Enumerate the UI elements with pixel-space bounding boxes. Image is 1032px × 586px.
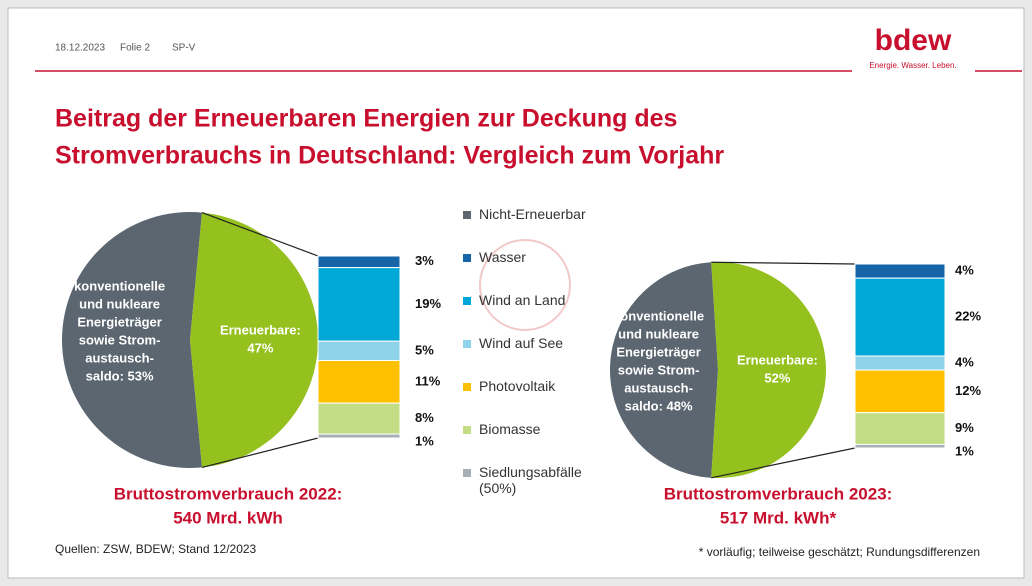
bar-segment (317, 267, 401, 342)
legend-item: Siedlungsabfälle (50%) (463, 464, 613, 507)
bar-label: 12% (955, 383, 981, 398)
bar-label: 11% (415, 373, 441, 388)
bar-segment (317, 255, 401, 269)
bar-segment (854, 412, 946, 445)
legend-item: Nicht-Erneuerbar (463, 206, 613, 249)
caption: Bruttostromverbrauch 2023: (664, 484, 893, 503)
bar-label: 1% (415, 434, 434, 449)
code: SP-V (172, 43, 196, 54)
connector (711, 261, 856, 265)
title: Stromverbrauchs in Deutschland: Vergleic… (55, 142, 724, 170)
caption: 517 Mrd. kWh* (720, 508, 837, 527)
pie-label: saldo: 48% (625, 398, 693, 413)
legend-swatch (463, 383, 471, 391)
decor (479, 239, 571, 331)
pie-label: konventionelle (74, 278, 165, 293)
legend-item: Photovoltaik (463, 378, 613, 421)
pie-slice (190, 212, 319, 468)
bar-segment (854, 369, 946, 414)
bar-segment (854, 277, 946, 357)
pie-label: 52% (764, 370, 790, 385)
logo: bdew (875, 24, 952, 57)
legend-item: Wasser (463, 249, 613, 292)
date: 18.12.2023 (55, 43, 105, 54)
bar-label: 4% (955, 263, 974, 278)
footnote: * vorläufig; teilweise geschätzt; Rundun… (699, 545, 980, 559)
legend-label: Photovoltaik (479, 378, 556, 394)
connector (711, 447, 856, 479)
caption: 540 Mrd. kWh (173, 508, 283, 527)
legend-label: Nicht-Erneuerbar (479, 206, 586, 222)
bar-segment (317, 340, 401, 362)
connector (201, 437, 319, 469)
pie-label: austausch- (624, 380, 693, 395)
bar-segment (317, 402, 401, 435)
legend-swatch (463, 340, 471, 348)
legend-swatch (463, 254, 471, 262)
bar-label: 5% (415, 342, 434, 357)
bar-label: 3% (415, 253, 434, 268)
pie-slice (610, 262, 718, 478)
tagline: Energie. Wasser. Leben. (869, 61, 956, 70)
bar-label: 8% (415, 410, 434, 425)
bar-segment (317, 433, 401, 439)
legend-swatch (463, 297, 471, 305)
pie-label: Energieträger (616, 344, 701, 359)
bar-label: 9% (955, 420, 974, 435)
source: Quellen: ZSW, BDEW; Stand 12/2023 (55, 542, 257, 556)
bar-segment (317, 360, 401, 404)
pie-label: Erneuerbare: (737, 352, 818, 367)
legend-swatch (463, 211, 471, 219)
legend-label: Wind auf See (479, 335, 564, 351)
connector (201, 212, 319, 257)
caption: Bruttostromverbrauch 2022: (114, 484, 343, 503)
bar-segment (854, 443, 946, 449)
legend-label: Biomasse (479, 421, 541, 437)
legend-item: Biomasse (463, 421, 613, 464)
pie-label: Erneuerbare: (220, 322, 301, 337)
pie-label: sowie Strom- (618, 362, 700, 377)
pie-slice (62, 212, 203, 468)
pie-label: konventionelle (613, 308, 704, 323)
pie-label: austausch- (85, 350, 154, 365)
bar-label: 19% (415, 296, 441, 311)
slide-number: Folie 2 (120, 43, 150, 54)
pie-label: 47% (247, 340, 273, 355)
legend-label: Wind an Land (479, 292, 566, 308)
legend-item: Wind an Land (463, 292, 613, 335)
pie-label: und nukleare (618, 326, 699, 341)
pie-label: und nukleare (79, 296, 160, 311)
bar-label: 1% (955, 444, 974, 459)
legend-label: Wasser (479, 249, 526, 265)
bar-label: 4% (955, 355, 974, 370)
legend-swatch (463, 426, 471, 434)
pie-label: Energieträger (77, 314, 162, 329)
legend-label: Siedlungsabfälle (50%) (479, 464, 582, 496)
legend: Nicht-Erneuerbar Wasser Wind an Land Wind a… (463, 206, 613, 507)
legend-swatch (463, 469, 471, 477)
legend-item: Wind auf See (463, 335, 613, 378)
bar-segment (854, 263, 946, 279)
pie-slice (711, 262, 826, 479)
pie-label: sowie Strom- (79, 332, 161, 347)
pie-label: saldo: 53% (86, 368, 154, 383)
bar-label: 22% (955, 309, 981, 324)
title: Beitrag der Erneuerbaren Energien zur De… (55, 105, 677, 133)
bar-segment (854, 355, 946, 371)
